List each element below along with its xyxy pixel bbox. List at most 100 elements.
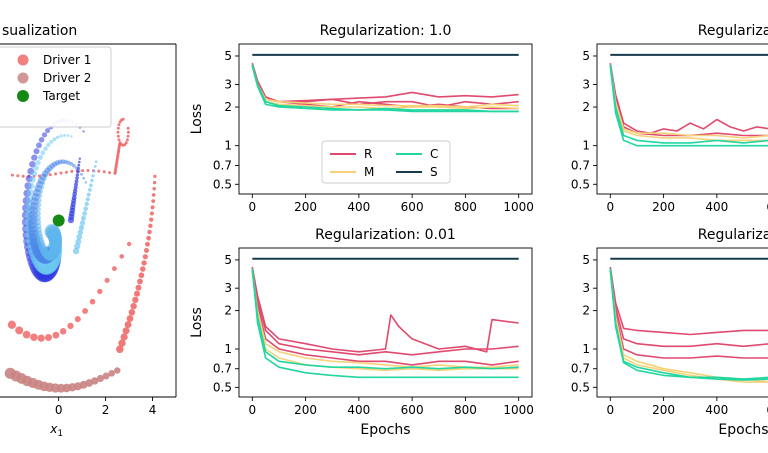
- driver1-point: [128, 309, 136, 316]
- driver1-point: [48, 173, 52, 177]
- driver1-point: [54, 172, 58, 176]
- trajectory-point: [28, 182, 35, 189]
- driver1-point: [111, 266, 117, 272]
- trajectory-point: [74, 182, 78, 187]
- x-tick-label: 200: [294, 403, 317, 417]
- driver1-point: [137, 278, 143, 285]
- driver1-point: [97, 169, 101, 173]
- driver1-point: [133, 290, 141, 297]
- trajectory-point: [73, 185, 78, 190]
- y-tick-label: 2: [582, 100, 590, 114]
- driver1-point: [116, 134, 120, 138]
- x-tick-label: 0: [606, 200, 614, 214]
- driver1-point: [150, 205, 155, 210]
- driver1-point: [59, 171, 63, 175]
- x-axis-label: Epochs: [718, 422, 768, 438]
- y-tick-label: 3: [224, 281, 232, 295]
- driver1-point: [126, 315, 134, 322]
- y-tick-label: 0.7: [571, 159, 590, 173]
- driver2-point: [114, 367, 121, 374]
- trajectory-point: [88, 188, 92, 192]
- chart-title: Regularization: 0.01: [315, 227, 456, 243]
- trajectory-point: [76, 234, 83, 240]
- trajectory-point: [77, 163, 81, 167]
- x-axis-label: Epochs: [360, 422, 410, 438]
- y-tick-label: 0.7: [571, 362, 590, 376]
- driver1-point: [122, 327, 130, 335]
- driver1-point: [151, 193, 156, 197]
- trajectory-point: [76, 166, 80, 170]
- driver1-point: [135, 284, 142, 291]
- trajectory-point: [77, 229, 84, 236]
- y-tick-label: 5: [224, 253, 232, 267]
- y-tick-label: 3: [582, 77, 590, 91]
- trajectory-point: [90, 178, 94, 183]
- legend-marker-target: [17, 90, 29, 102]
- trajectory-point: [37, 155, 43, 160]
- y-tick-label: 0.5: [213, 177, 232, 191]
- trajectory-point: [86, 192, 91, 197]
- driver1-point: [116, 126, 120, 130]
- legend-marker-driver2: [17, 72, 29, 84]
- trajectory-point: [78, 160, 81, 164]
- series-line-R: [251, 268, 519, 356]
- trajectory-point: [39, 189, 44, 194]
- driver1-point: [7, 320, 17, 329]
- driver1-point: [120, 333, 128, 341]
- driver1-point: [10, 173, 14, 177]
- trajectory-point: [29, 161, 36, 168]
- legend-label-R: R: [364, 147, 372, 161]
- legend-label-driver2: Driver 2: [43, 71, 91, 85]
- series-line-R: [251, 62, 519, 103]
- y-tick-label: 0.5: [571, 177, 590, 191]
- driver1-point: [82, 308, 89, 314]
- y-tick-label: 2: [224, 304, 232, 318]
- series-line-M: [251, 65, 519, 108]
- trajectory-point: [52, 137, 57, 142]
- x-tick-label: 600: [401, 403, 424, 417]
- driver1-point: [21, 174, 25, 178]
- y-tick-label: 2: [582, 304, 590, 318]
- series-line-R: [609, 62, 768, 134]
- x-tick-label: 200: [294, 200, 317, 214]
- y-tick-label: 0.5: [571, 380, 590, 394]
- driver1-point: [89, 298, 96, 305]
- series-line-C: [609, 65, 768, 147]
- trajectory-point: [40, 185, 45, 190]
- trajectory-point: [35, 211, 41, 217]
- trajectory-point: [36, 142, 42, 149]
- trajectory-point: [66, 134, 70, 137]
- driver1-point: [126, 134, 130, 138]
- driver1-point: [64, 170, 68, 174]
- driver1-point: [126, 126, 130, 130]
- trajectory-point: [91, 174, 95, 178]
- y-tick-label: 0.5: [213, 380, 232, 394]
- series-line-M: [609, 65, 768, 139]
- x-tick-label: 800: [454, 403, 477, 417]
- series-line-C: [609, 269, 768, 381]
- plot-frame: [596, 247, 768, 398]
- x-tick-label: 1000: [503, 403, 534, 417]
- driver2-point: [4, 367, 16, 379]
- y-tick-label: 5: [224, 49, 232, 63]
- trajectory-point: [75, 173, 80, 177]
- legend-box: [0, 46, 112, 128]
- x-tick-label: 0: [248, 403, 256, 417]
- x-tick-label: 800: [454, 200, 477, 214]
- series-group: [251, 257, 519, 379]
- trajectory-point: [59, 134, 63, 138]
- legend-label-M: M: [364, 165, 374, 179]
- driver1-point: [113, 171, 117, 175]
- y-tick-label: 3: [582, 281, 590, 295]
- trajectory-point: [72, 247, 80, 255]
- series-line-R: [609, 268, 768, 348]
- driver1-point: [97, 288, 103, 295]
- y-tick-label: 2: [224, 100, 232, 114]
- trajectory-point: [46, 170, 50, 174]
- driver1-point: [30, 333, 38, 341]
- x-tick-label: 0: [55, 403, 63, 417]
- trajectory-point: [29, 176, 36, 183]
- driver1-point: [108, 171, 112, 175]
- driver1-point: [59, 328, 67, 335]
- trajectory-point: [41, 181, 46, 185]
